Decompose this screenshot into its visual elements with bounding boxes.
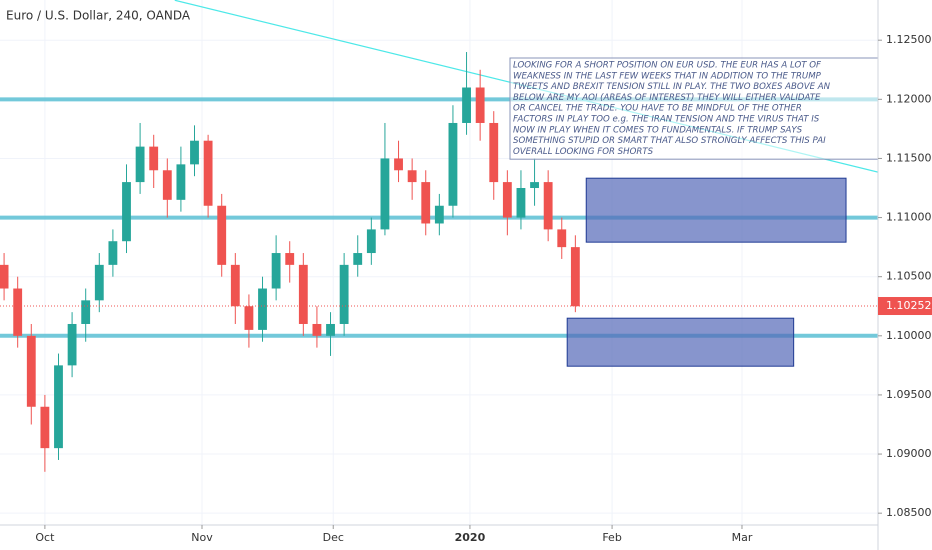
candle-body bbox=[570, 247, 580, 307]
candle-body bbox=[190, 140, 199, 165]
candle-body bbox=[0, 264, 9, 289]
y-tick-label: 1.11500 bbox=[886, 151, 932, 164]
note-line: OR CANCEL THE TRADE. YOU HAVE TO BE MIND… bbox=[513, 104, 802, 114]
last-price-tag bbox=[878, 297, 932, 316]
candle-body bbox=[502, 182, 512, 218]
note-line: WEAKNESS IN THE LAST FEW WEEKS THAT IN A… bbox=[513, 71, 822, 81]
chart-title: Euro / U.S. Dollar, 240, OANDA bbox=[6, 9, 191, 23]
plot-area: LOOKING FOR A SHORT POSITION ON EUR USD.… bbox=[0, 0, 878, 472]
candle-body bbox=[434, 205, 444, 224]
note-line: SOMETHING STUPID OR SMART THAT ALSO STRO… bbox=[513, 136, 826, 146]
candle-body bbox=[81, 300, 91, 324]
y-tick-label: 1.08500 bbox=[886, 506, 932, 519]
x-tick-label: 2020 bbox=[455, 531, 486, 544]
y-tick-label: 1.10500 bbox=[886, 270, 932, 283]
x-tick-label: Nov bbox=[191, 531, 213, 544]
candle-body bbox=[489, 122, 499, 183]
zone-box bbox=[585, 177, 847, 243]
candle-body bbox=[162, 170, 172, 200]
y-tick-label: 1.10000 bbox=[886, 329, 932, 342]
candle-body bbox=[149, 146, 159, 171]
candle-body bbox=[135, 146, 145, 183]
x-tick-label: Oct bbox=[35, 531, 55, 544]
x-tick-label: Feb bbox=[602, 531, 621, 544]
candle-body bbox=[557, 229, 567, 248]
candle-body bbox=[366, 229, 376, 254]
last-price-label: 1.10252 bbox=[886, 299, 932, 312]
candle-body bbox=[13, 288, 23, 336]
candle-body bbox=[339, 264, 349, 324]
candle-body bbox=[326, 323, 335, 336]
axes: 1.08500 1.09000 1.09500 1.10000 1.10500 1.110… bbox=[35, 33, 932, 544]
y-tick-label: 1.12500 bbox=[886, 33, 932, 46]
candle-body bbox=[122, 182, 131, 242]
x-tick-label: Dec bbox=[323, 531, 344, 544]
y-tick-label: 1.12000 bbox=[886, 92, 932, 105]
candle-body bbox=[203, 140, 213, 206]
candle-body bbox=[462, 87, 471, 123]
y-tick-label: 1.09500 bbox=[886, 388, 932, 401]
candle-body bbox=[271, 253, 281, 289]
candle-body bbox=[353, 253, 363, 265]
candle-body bbox=[258, 288, 267, 330]
note-line: BELOW ARE MY AOI (AREAS OF INTEREST) THE… bbox=[513, 93, 821, 103]
candle-body bbox=[108, 241, 118, 265]
y-tick-label: 1.09000 bbox=[886, 447, 932, 460]
note-line: NOW IN PLAY WHEN IT COMES TO FUNDAMENTAL… bbox=[513, 125, 803, 135]
candle-body bbox=[67, 323, 77, 366]
candle-body bbox=[40, 406, 50, 449]
x-tick-label: Mar bbox=[732, 531, 753, 544]
note-line: TWEETS AND BREXIT TENSION STILL IN PLAY.… bbox=[513, 82, 831, 92]
candle-body bbox=[244, 306, 254, 330]
candle-body bbox=[217, 205, 227, 265]
candle-body bbox=[298, 264, 308, 324]
note-line: LOOKING FOR A SHORT POSITION ON EUR USD.… bbox=[513, 61, 822, 71]
candle-body bbox=[448, 122, 458, 206]
note-line: FACTORS IN PLAY TOO e.g. THE IRAN TENSIO… bbox=[513, 115, 820, 125]
candle-body bbox=[394, 158, 403, 171]
candle-body bbox=[516, 188, 526, 218]
candle-body bbox=[530, 182, 539, 189]
candle-body bbox=[475, 87, 485, 123]
y-tick-label: 1.11000 bbox=[886, 211, 932, 224]
candle-body bbox=[176, 164, 186, 200]
candle-body bbox=[543, 182, 553, 230]
zone-box bbox=[566, 317, 795, 367]
candle-body bbox=[285, 253, 295, 265]
candle-body bbox=[380, 158, 390, 230]
note-box bbox=[509, 57, 878, 160]
candle-body bbox=[230, 264, 240, 307]
candle-body bbox=[407, 170, 417, 183]
candle-body bbox=[94, 264, 104, 301]
candle-body bbox=[54, 365, 63, 449]
candle-body bbox=[421, 182, 431, 224]
candle-body bbox=[26, 335, 36, 407]
candle-body bbox=[312, 323, 322, 336]
note-line: OVERALL LOOKING FOR SHORTS bbox=[513, 147, 654, 157]
